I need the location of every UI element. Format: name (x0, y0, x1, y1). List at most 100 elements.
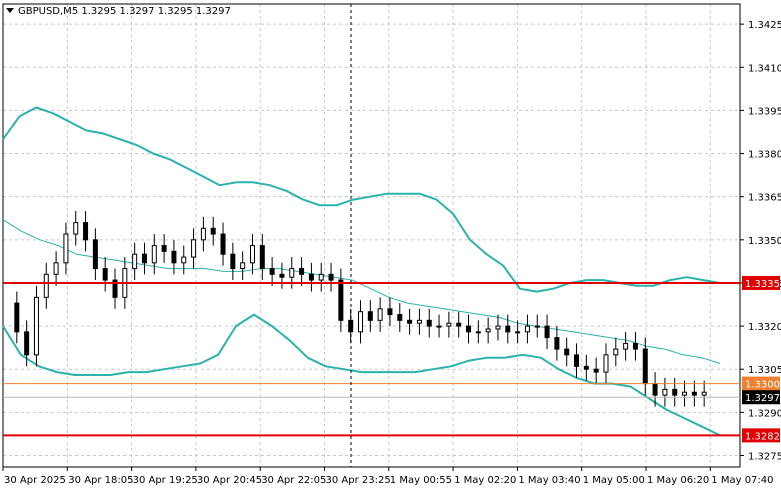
candle-body (593, 368, 599, 373)
candle-body (151, 245, 157, 264)
x-tick-label: 30 Apr 23:25 (326, 475, 391, 486)
candle-body (407, 319, 413, 324)
time-axis[interactable]: 30 Apr 2025 30 Apr 18:05 30 Apr 19:25 30 Ap… (2, 467, 774, 486)
x-tick-label: 1 May 00:55 (390, 475, 452, 486)
candle-body (387, 308, 393, 316)
candle-body (240, 262, 246, 270)
candle-body (426, 319, 432, 327)
candle-body (279, 273, 285, 278)
y-tick-label: 1.3290 (748, 408, 781, 419)
candle-body (14, 302, 20, 333)
candle-body (102, 268, 108, 281)
candle-body (318, 273, 324, 281)
candle-body (662, 388, 668, 396)
candle-body (249, 245, 255, 264)
chart-title[interactable]: GBPUSD,M5 1.3295 1.3297 1.3295 1.3297 (6, 6, 231, 17)
candle-body (495, 325, 501, 330)
candle-body (603, 354, 609, 373)
candle-body (63, 233, 69, 264)
y-tick-label: 1.3365 (748, 193, 781, 204)
candle-body (92, 239, 98, 270)
horizontal-levels[interactable] (3, 281, 740, 437)
candle-body (544, 325, 550, 339)
candle-body (475, 331, 481, 334)
candle-body (534, 325, 540, 328)
candle-body (515, 331, 521, 334)
y-tick-label: 1.3350 (748, 236, 781, 247)
candle-body (583, 365, 589, 370)
candle-body (642, 348, 648, 385)
candle-body (574, 354, 580, 367)
y-tick-label: 1.3395 (748, 106, 781, 117)
candle-body (564, 348, 570, 356)
bid-price-tag (742, 390, 780, 405)
candles (14, 211, 707, 407)
x-tick-label: 30 Apr 2025 (4, 475, 66, 486)
x-tick-label: 30 Apr 18:05 (68, 475, 133, 486)
candle-body (299, 268, 305, 275)
candle-body (485, 328, 491, 333)
candle-body (613, 348, 619, 356)
candle-body (210, 227, 216, 235)
x-tick-label: 1 May 06:20 (647, 475, 709, 486)
x-tick-label: 1 May 03:40 (518, 475, 580, 486)
plot-frame (2, 3, 741, 468)
candle-body (181, 256, 187, 264)
candle-body (289, 268, 295, 278)
candle-body (632, 342, 638, 350)
level-price-tag-label: 1.3335 (745, 279, 780, 290)
x-tick-label: 1 May 02:20 (454, 475, 516, 486)
candle-body (505, 325, 511, 333)
candle-body (524, 325, 530, 333)
y-tick-label: 1.3305 (748, 365, 781, 376)
candle-body (436, 325, 442, 328)
candle-body (367, 311, 373, 321)
candle-body (672, 388, 678, 396)
candle-body (220, 233, 226, 255)
bollinger-middle-line (2, 219, 721, 364)
candle-body (73, 222, 79, 235)
candle-body (33, 296, 39, 356)
candle-body (377, 308, 383, 321)
candle-body (338, 279, 344, 321)
y-tick-label: 1.3380 (748, 150, 781, 161)
candle-body (191, 239, 197, 258)
x-tick-label: 30 Apr 19:25 (133, 475, 198, 486)
ask-price-tag-label: 1.3300 (745, 380, 780, 391)
candle-body (652, 383, 658, 396)
x-tick-label: 30 Apr 20:45 (197, 475, 262, 486)
candle-body (24, 331, 30, 356)
level-price-tag-label: 1.3282 (745, 431, 780, 442)
candle-body (682, 391, 688, 396)
candle-body (701, 391, 707, 396)
candle-body (141, 253, 147, 264)
candle-body (161, 245, 167, 252)
candle-body (456, 322, 462, 327)
candle-body (358, 311, 363, 333)
candle-body (43, 273, 49, 298)
x-tick-label: 30 Apr 22:05 (261, 475, 326, 486)
triangle-down-icon[interactable] (6, 8, 14, 13)
y-tick-label: 1.3410 (748, 63, 781, 74)
candle-body (230, 253, 236, 270)
candle-body (554, 337, 560, 350)
x-tick-label: 1 May 05:00 (583, 475, 645, 486)
y-tick-label: 1.3275 (748, 451, 781, 462)
ask-price-tag (742, 376, 780, 391)
candle-body (397, 314, 403, 321)
candle-body (446, 322, 452, 327)
candle-body (83, 222, 89, 241)
bollinger-upper-line (2, 106, 721, 293)
price-axis[interactable]: 1.3425 1.3410 1.3395 1.3380 1.3365 1.3350 1.33… (740, 20, 781, 462)
y-tick-label: 1.3425 (748, 20, 781, 31)
bid-price-tag-label: 1.3297 (745, 393, 780, 404)
candle-body (328, 273, 334, 281)
level-price-tag (742, 275, 780, 290)
candle-body (416, 319, 422, 324)
symbol-ohlc-label: GBPUSD,M5 1.3295 1.3297 1.3295 1.3297 (18, 6, 231, 17)
level-price-tag (742, 428, 780, 443)
y-tick-label: 1.3320 (748, 322, 781, 333)
candle-body (623, 342, 629, 350)
candle-body (269, 268, 275, 275)
